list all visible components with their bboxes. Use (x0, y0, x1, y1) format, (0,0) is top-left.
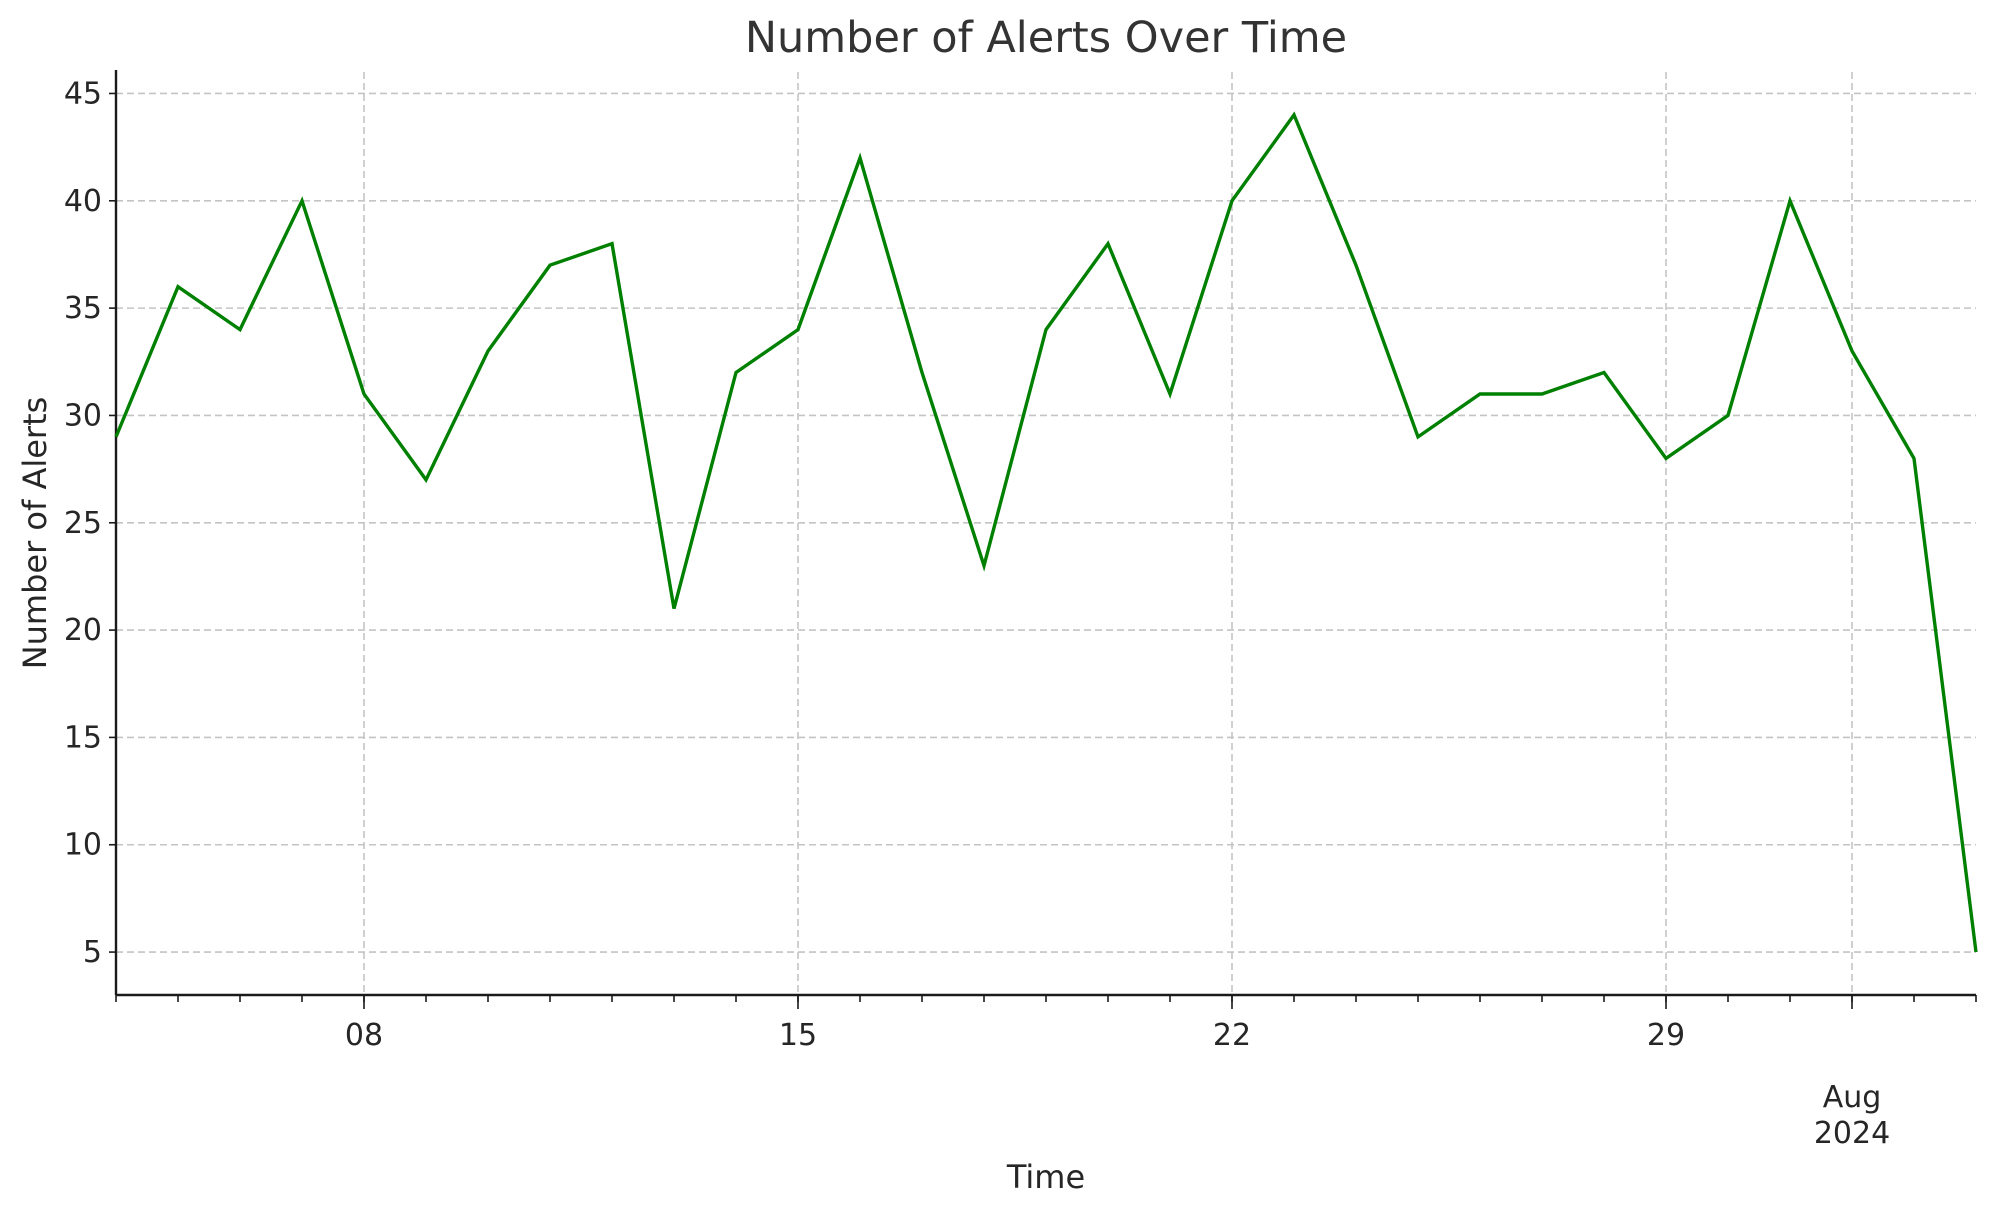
chart-title: Number of Alerts Over Time (745, 13, 1347, 63)
y-tick-label: 40 (64, 184, 102, 219)
y-tick-label: 35 (64, 291, 102, 326)
y-tick-label: 15 (64, 720, 102, 755)
y-tick-label: 30 (64, 398, 102, 433)
x-tick-sublabel: 2024 (1814, 1116, 1890, 1151)
y-axis-label: Number of Alerts (16, 397, 54, 670)
grid-layer (116, 72, 1976, 995)
x-axis-label: Time (1006, 1158, 1085, 1196)
x-tick-label: 22 (1213, 1018, 1251, 1053)
x-tick-label: 08 (345, 1018, 383, 1053)
x-tick-label: Aug (1823, 1080, 1882, 1115)
y-tick-label: 5 (83, 935, 102, 970)
axes-layer (109, 70, 1977, 1009)
x-tick-label: 15 (779, 1018, 817, 1053)
y-tick-label: 10 (64, 828, 102, 863)
y-tick-label: 20 (64, 613, 102, 648)
series-line (114, 111, 1978, 953)
series-layer (114, 111, 1978, 953)
y-tick-label: 25 (64, 506, 102, 541)
x-tick-label: 29 (1647, 1018, 1685, 1053)
y-tick-label: 45 (64, 76, 102, 111)
